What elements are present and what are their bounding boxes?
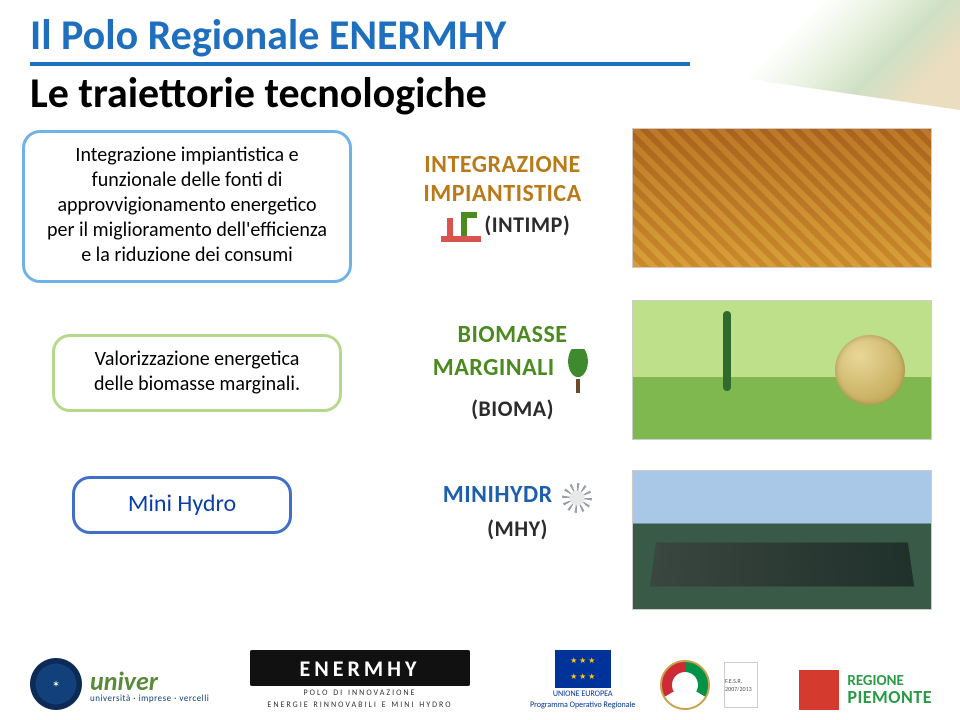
fesr-badge: F.E.S.R. 2007/2013: [724, 662, 758, 708]
logo-line2: MARGINALI: [433, 353, 555, 382]
logo-line2: IMPIANTISTICA: [385, 179, 620, 208]
turbine-icon: [562, 483, 592, 513]
enermhy-wordmark: ENERMHY: [250, 650, 470, 686]
logo-eu: UNIONE EUROPEA Programma Operativo Regio…: [530, 650, 635, 710]
corner-decoration: [660, 0, 960, 110]
univer-crest-icon: ✶: [30, 658, 82, 710]
pipes-icon: [441, 208, 481, 248]
logo-univer: ✶ univer università · imprese · vercelli: [30, 658, 209, 710]
callout-text: Integrazione impiantistica e funzionale …: [47, 143, 327, 267]
logo-enermhy: ENERMHY POLO DI INNOVAZIONE ENERGIE RINN…: [250, 650, 470, 710]
title-rule: [30, 62, 690, 66]
callout-text: Valorizzazione energetica delle biomasse…: [94, 347, 300, 396]
logo-line3: (INTIMP): [484, 211, 570, 238]
logo-line3: (MHY): [415, 515, 620, 542]
eu-flag-icon: [555, 650, 611, 688]
enermhy-sub1: POLO DI INNOVAZIONE: [304, 688, 417, 698]
logo-regione-piemonte: REGIONE PIEMONTE: [799, 670, 932, 710]
callout-biomasse: Valorizzazione energetica delle biomasse…: [52, 334, 342, 412]
callout-text: Mini Hydro: [128, 489, 236, 518]
tree-icon: [564, 349, 592, 393]
piemonte-line2: PIEMONTE: [847, 689, 932, 706]
univer-name: univer: [90, 665, 158, 697]
logo-line1: MINIHYDR: [443, 480, 553, 509]
photo-tile-hydro: [632, 470, 932, 610]
callout-minihydro: Mini Hydro: [72, 476, 292, 534]
footer-bar: ✶ univer università · imprese · vercelli…: [0, 630, 960, 720]
logo-line1: BIOMASSE: [405, 320, 620, 349]
callout-integrazione: Integrazione impiantistica e funzionale …: [22, 130, 352, 283]
slide-title: Il Polo Regionale ENERMHY: [30, 10, 506, 61]
slide-subtitle: Le traiettorie tecnologiche: [30, 68, 487, 119]
slide: Il Polo Regionale ENERMHY Le traiettorie…: [0, 0, 960, 720]
univer-tagline: università · imprese · vercelli: [90, 693, 209, 704]
logo-italy: F.E.S.R. 2007/2013: [660, 660, 758, 710]
logo-block-bioma: BIOMASSE MARGINALI (BIOMA): [405, 320, 620, 422]
logo-line1: INTEGRAZIONE: [385, 150, 620, 179]
logo-block-intimp: INTEGRAZIONE IMPIANTISTICA (INTIMP): [385, 150, 620, 248]
eu-text1: UNIONE EUROPEA: [553, 690, 613, 699]
logo-block-mhy: MINIHYDR (MHY): [415, 480, 620, 542]
photo-tile-plant: [632, 128, 932, 268]
enermhy-sub2: ENERGIE RINNOVABILI E MINI HYDRO: [267, 700, 452, 710]
photo-tile-biomass: [632, 300, 932, 440]
logo-line3: (BIOMA): [405, 395, 620, 422]
piemonte-square-icon: [799, 670, 839, 710]
italy-emblem-icon: [660, 660, 710, 710]
eu-text2: Programma Operativo Regionale: [530, 701, 635, 710]
